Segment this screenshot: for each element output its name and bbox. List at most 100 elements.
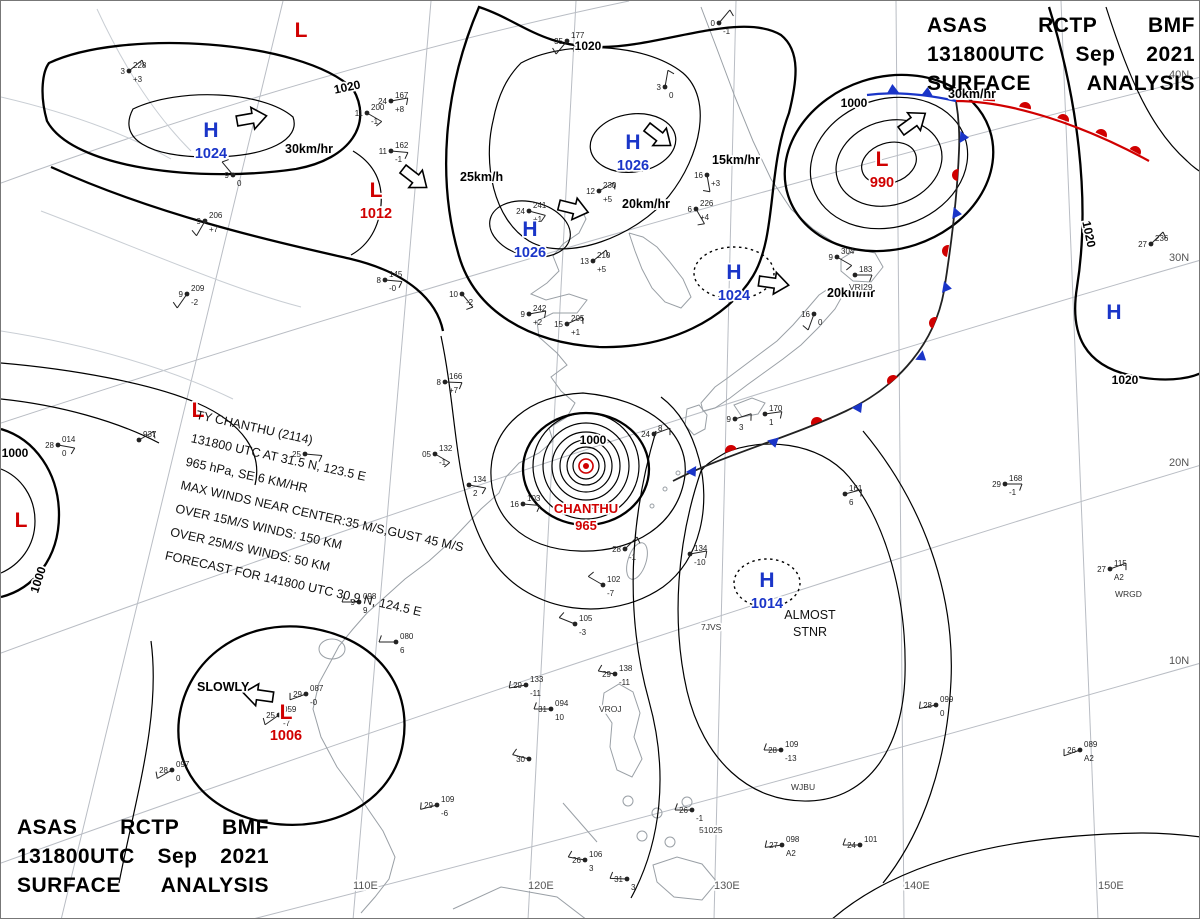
- pressure-system: H 1026: [615, 129, 651, 176]
- station-value: 209: [191, 284, 205, 293]
- station-plot: 26 106 3: [567, 850, 603, 873]
- motion-label: 25km/h: [460, 170, 503, 184]
- chart-title-line2: 131800UTC Sep 2021: [17, 845, 269, 868]
- wind-barb: [221, 161, 234, 176]
- pressure-system: L 1012: [358, 177, 394, 224]
- station-value: 29: [513, 681, 522, 690]
- station-plot: 90989: [341, 592, 377, 615]
- station-plot: 93: [727, 413, 752, 432]
- wind-barb: [289, 693, 307, 701]
- station-plot: 24 241 +1: [516, 201, 547, 224]
- wind-barb-tick: [636, 536, 641, 544]
- station-value: +5: [597, 265, 607, 274]
- station-plot: 27 236: [1138, 231, 1169, 249]
- warm-front-line: [955, 99, 1150, 162]
- station-value: 25: [266, 711, 275, 720]
- typhoon-pressure-label: 965: [575, 518, 597, 533]
- wind-barb-tick: [536, 505, 541, 513]
- station-value: -1: [439, 458, 447, 467]
- pressure-letter: H: [759, 569, 774, 592]
- station-value: 089: [1084, 740, 1098, 749]
- wind-barb: [664, 70, 669, 88]
- wind-barb: [461, 293, 474, 308]
- station-value: 0: [176, 774, 181, 783]
- station-id-label: WJBU: [791, 782, 815, 792]
- wind-barb-tick: [802, 325, 809, 331]
- wind-barb-tick: [613, 182, 616, 190]
- graticule-label: 40N: [1169, 69, 1189, 81]
- station-value: 27: [1138, 240, 1147, 249]
- isobar-layer: [1, 5, 1199, 918]
- station-value: +4: [571, 45, 581, 54]
- station-value: +5: [603, 195, 613, 204]
- station-plot: 29 133 -11: [508, 675, 544, 698]
- station-value: 134: [694, 544, 708, 553]
- wind-barb: [512, 754, 530, 760]
- pressure-systems-layer: LH1024L1012H1026H1026H1024L990HLLL1006H1…: [13, 17, 1124, 746]
- coast-borneo: [452, 886, 586, 918]
- station-id-label: 7JVS: [701, 622, 722, 632]
- pressure-value: 1014: [751, 596, 783, 612]
- isobar-label: 1020: [575, 39, 602, 53]
- station-value: -10: [694, 558, 706, 567]
- station-plot: 11 162 -1: [379, 141, 409, 164]
- pressure-letter: H: [203, 119, 218, 142]
- chart-title-line1: ASAS RCTP BMF: [17, 816, 269, 839]
- wind-barb-tick: [567, 850, 573, 858]
- pressure-letter: L: [192, 399, 205, 422]
- coast-honshu: [700, 286, 845, 412]
- motion-arrow: [556, 196, 590, 221]
- wind-barb-tick: [581, 316, 584, 324]
- pressure-value: 1026: [617, 158, 649, 174]
- station-plot: 0 -1: [711, 9, 734, 36]
- station-value: 6: [400, 646, 405, 655]
- wind-barb: [695, 208, 705, 224]
- station-value: 106: [589, 850, 603, 859]
- pressure-value: 1024: [195, 146, 227, 162]
- station-id-label: VROJ: [599, 704, 622, 714]
- station-value: -7: [607, 589, 615, 598]
- wind-barb: [653, 427, 671, 435]
- wind-barb: [844, 489, 862, 495]
- motion-arrow: [235, 105, 268, 131]
- station-value: 29: [424, 801, 433, 810]
- station-value: 014: [62, 435, 76, 444]
- wind-barb: [304, 453, 322, 456]
- wind-barb-tick: [444, 462, 451, 468]
- station-value: 9: [179, 290, 184, 299]
- wind-barb: [509, 684, 527, 689]
- station-value: 098: [786, 835, 800, 844]
- isobar-label: 1020: [1112, 373, 1139, 387]
- motion-arrow: [242, 682, 275, 708]
- wind-barb-tick: [481, 487, 487, 495]
- wind-barb: [588, 576, 604, 586]
- wind-barb-tick: [533, 702, 537, 710]
- pressure-letter: L: [15, 509, 28, 532]
- station-value: 0: [818, 318, 823, 327]
- motion-label: SLOWLY: [197, 680, 250, 694]
- station-value: 080: [400, 632, 414, 641]
- wind-barb-tick: [141, 59, 145, 67]
- station-value: -2: [466, 298, 474, 307]
- wind-barb: [138, 431, 154, 441]
- station-plot: 05 132 -1: [422, 444, 453, 468]
- wind-barb-tick: [860, 489, 862, 497]
- station-value: 13: [580, 257, 589, 266]
- wind-barb-tick: [508, 680, 511, 689]
- station-plot: 24 8: [641, 424, 671, 439]
- station-plot: 25: [292, 450, 323, 463]
- station-plot: 102 -7: [587, 571, 621, 598]
- wind-barb-tick: [869, 274, 873, 282]
- station-plot: 24 167 +8: [378, 91, 409, 114]
- pressure-letter: H: [1106, 301, 1121, 324]
- station-value: +3: [711, 179, 721, 188]
- station-value: 094: [555, 699, 569, 708]
- station-plot: 105 -3: [558, 612, 593, 637]
- station-id-label: VRI29: [849, 282, 873, 292]
- station-plot: 8 166 +7: [437, 372, 463, 395]
- pressure-value: 1024: [718, 288, 750, 304]
- station-plot: 11 200 -1: [355, 103, 385, 127]
